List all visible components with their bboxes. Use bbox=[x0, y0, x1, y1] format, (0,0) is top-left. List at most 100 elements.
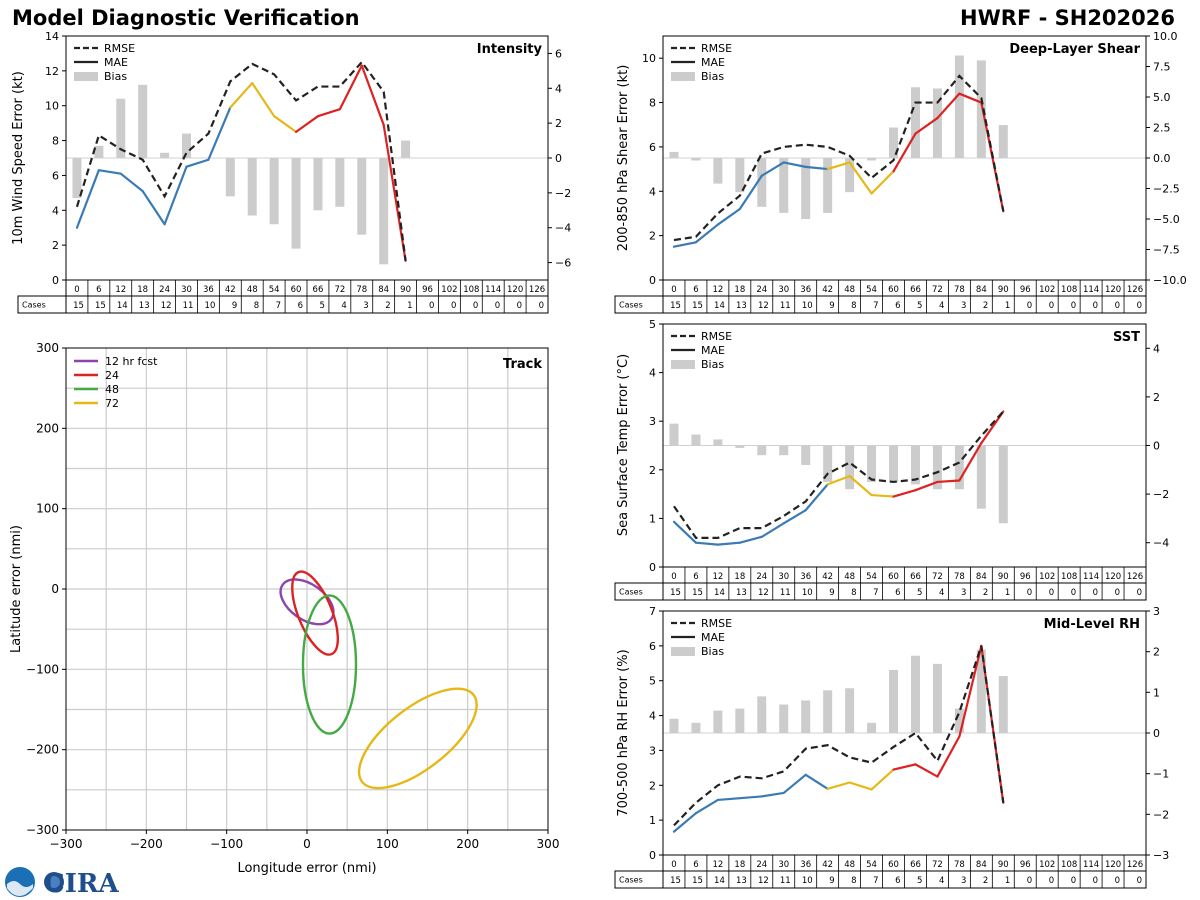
y-tick-label: 12 bbox=[45, 65, 59, 78]
mae-segment bbox=[826, 475, 851, 486]
case-count: 0 bbox=[473, 301, 478, 311]
bias-bar bbox=[932, 88, 942, 158]
case-count: 5 bbox=[917, 876, 922, 886]
case-count: 13 bbox=[736, 588, 747, 598]
legend-rmse-label: RMSE bbox=[701, 617, 732, 630]
mae-segment bbox=[185, 158, 210, 168]
case-count: 11 bbox=[780, 301, 791, 311]
case-count: 7 bbox=[873, 876, 878, 886]
case-count: 15 bbox=[692, 301, 703, 311]
bias-bar bbox=[291, 158, 301, 249]
mae-segment bbox=[716, 207, 741, 226]
hour-label: 24 bbox=[756, 572, 767, 582]
y-tick-label: 200 bbox=[36, 421, 59, 435]
hour-label: 126 bbox=[529, 285, 545, 295]
y-tick-label: 8 bbox=[52, 135, 59, 148]
case-count: 5 bbox=[917, 301, 922, 311]
hour-label: 30 bbox=[778, 285, 789, 295]
mae-segment bbox=[251, 81, 276, 118]
x-tick-label: 200 bbox=[456, 837, 479, 851]
bias-bar bbox=[757, 445, 767, 456]
y-tick-label: 3 bbox=[649, 744, 656, 757]
y2-tick-label: −7.5 bbox=[1153, 244, 1180, 257]
hour-label: 42 bbox=[822, 572, 833, 582]
case-count: 0 bbox=[1137, 301, 1142, 311]
y-axis-label: Latitude error (nmi) bbox=[9, 525, 24, 653]
y-tick-label: 0 bbox=[649, 849, 656, 862]
hour-label: 66 bbox=[313, 285, 324, 295]
mae-segment bbox=[892, 489, 917, 498]
case-count: 15 bbox=[692, 876, 703, 886]
panel-title: Track bbox=[503, 357, 542, 372]
hour-label: 126 bbox=[1127, 285, 1143, 295]
y-tick-label: −300 bbox=[26, 823, 59, 837]
error-ellipse bbox=[301, 594, 358, 735]
y-tick-label: −200 bbox=[26, 743, 59, 757]
rmse-line bbox=[673, 74, 1005, 242]
hour-label: 12 bbox=[712, 285, 723, 295]
case-count: 2 bbox=[983, 876, 988, 886]
case-count: 7 bbox=[276, 301, 281, 311]
case-count: 14 bbox=[714, 876, 725, 886]
bias-bar bbox=[779, 445, 789, 456]
legend-bias-swatch bbox=[671, 360, 695, 369]
y-axis-label: 700-500 hPa RH Error (%) bbox=[616, 649, 631, 816]
hour-label: 18 bbox=[137, 285, 148, 295]
bias-bar bbox=[735, 708, 745, 733]
legend-bias-label: Bias bbox=[701, 645, 724, 658]
hour-label: 0 bbox=[671, 285, 676, 295]
hour-label: 66 bbox=[910, 285, 921, 295]
case-count: 0 bbox=[1137, 876, 1142, 886]
case-count: 14 bbox=[714, 301, 725, 311]
y2-tick-label: 4 bbox=[1153, 342, 1160, 355]
case-count: 1 bbox=[407, 301, 412, 311]
mae-segment bbox=[672, 241, 698, 248]
y2-tick-label: 5.0 bbox=[1153, 91, 1171, 104]
hour-label: 24 bbox=[756, 860, 767, 870]
case-count: 1 bbox=[1005, 876, 1010, 886]
hour-label: 114 bbox=[1083, 860, 1099, 870]
hour-label: 48 bbox=[844, 860, 855, 870]
case-count: 8 bbox=[851, 588, 856, 598]
hour-label: 24 bbox=[159, 285, 170, 295]
bias-bar bbox=[845, 445, 855, 490]
case-count: 1 bbox=[1005, 301, 1010, 311]
case-count: 2 bbox=[385, 301, 390, 311]
case-count: 0 bbox=[1115, 876, 1120, 886]
bias-bar bbox=[247, 158, 257, 216]
y-tick-label: 1 bbox=[649, 814, 656, 827]
bias-bar bbox=[867, 445, 877, 482]
hour-label: 36 bbox=[800, 572, 811, 582]
bias-bar bbox=[998, 125, 1008, 158]
y2-tick-label: −2 bbox=[1153, 808, 1169, 821]
legend-label: 72 bbox=[105, 397, 119, 410]
hour-label: 6 bbox=[693, 572, 698, 582]
y2-tick-label: 0 bbox=[555, 152, 562, 165]
bias-bar bbox=[910, 655, 920, 733]
mae-segment bbox=[760, 161, 785, 177]
hour-label: 84 bbox=[976, 572, 987, 582]
mae-segment bbox=[760, 791, 785, 798]
case-count: 15 bbox=[692, 588, 703, 598]
hour-label: 24 bbox=[756, 285, 767, 295]
case-count: 0 bbox=[1027, 588, 1032, 598]
bias-bar bbox=[976, 649, 986, 733]
y2-tick-label: 10.0 bbox=[1153, 30, 1178, 43]
legend-mae-label: MAE bbox=[701, 344, 725, 357]
bias-bar bbox=[932, 445, 942, 490]
case-count: 0 bbox=[1137, 588, 1142, 598]
hour-label: 36 bbox=[203, 285, 214, 295]
case-count: 10 bbox=[802, 588, 813, 598]
bias-bar bbox=[889, 127, 899, 158]
y-axis-label: Sea Surface Temp Error (°C) bbox=[616, 354, 631, 536]
case-count: 6 bbox=[895, 876, 900, 886]
mae-segment bbox=[936, 479, 961, 484]
x-axis-label: Longitude error (nmi) bbox=[237, 861, 376, 876]
y-tick-label: 5 bbox=[649, 318, 656, 331]
hour-label: 42 bbox=[822, 860, 833, 870]
hour-label: 102 bbox=[1039, 572, 1055, 582]
bias-bar bbox=[801, 700, 811, 733]
hour-label: 102 bbox=[1039, 285, 1055, 295]
bias-bar bbox=[691, 434, 701, 446]
